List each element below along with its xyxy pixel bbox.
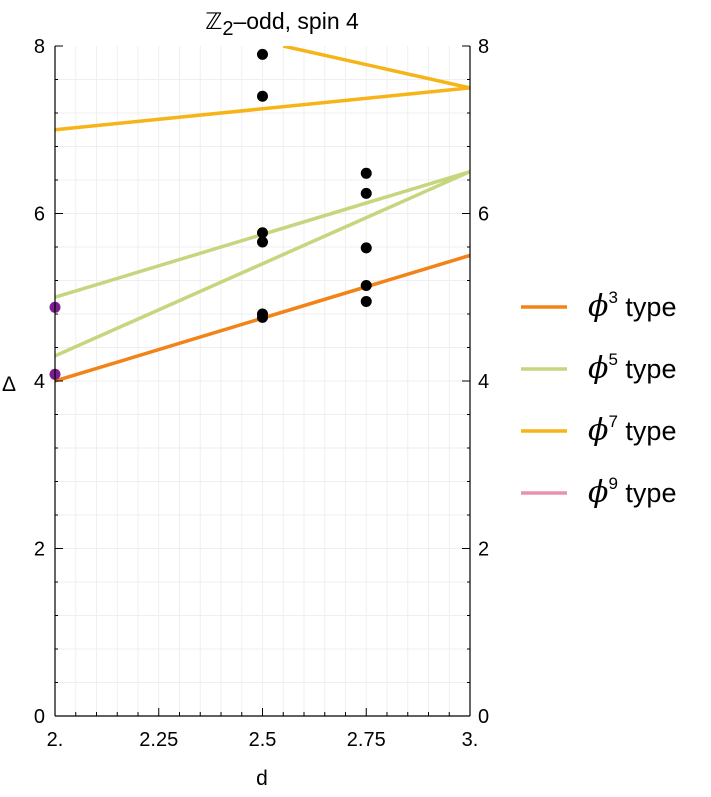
data-point	[360, 167, 372, 179]
x-tick-label: 3.	[462, 729, 479, 751]
data-point	[360, 295, 372, 307]
legend-label-2: ϕ5 type	[588, 350, 676, 386]
series-line-2	[55, 170, 470, 358]
data-points	[49, 48, 372, 380]
x-tick-label: 2.75	[347, 729, 386, 751]
x-axis-label: d	[256, 767, 268, 790]
series-line-3	[282, 46, 470, 90]
data-point	[257, 48, 268, 60]
title-subscript: 2	[222, 18, 233, 40]
series-line-3	[55, 86, 470, 132]
title-main: ℤ	[205, 8, 222, 34]
data-point	[257, 90, 268, 102]
x-tick-label: 2.25	[139, 729, 178, 751]
y-tick-label-right: 2	[478, 539, 489, 561]
data-point	[257, 311, 268, 323]
tick-marks	[54, 45, 471, 717]
legend-label-1: ϕ3 type	[588, 288, 676, 324]
y-axis-label: Δ	[2, 373, 16, 396]
y-tick-label-left: 2	[34, 539, 45, 561]
legend-label-4: ϕ9 type	[588, 474, 676, 510]
legend-label-3: ϕ7 type	[588, 412, 676, 448]
y-tick-label-left: 8	[34, 36, 45, 58]
x-tick-label: 2.	[47, 729, 64, 751]
data-point	[360, 242, 372, 254]
title-rest: –odd, spin 4	[233, 8, 359, 34]
y-tick-label-left: 4	[34, 371, 45, 393]
y-tick-label-left: 0	[34, 706, 45, 728]
y-tick-label-right: 6	[478, 204, 489, 226]
data-point	[360, 280, 372, 292]
data-point	[257, 236, 268, 248]
grid	[55, 46, 470, 716]
y-tick-label-left: 6	[34, 204, 45, 226]
chart-title: ℤ2–odd, spin 4	[205, 8, 359, 40]
y-tick-label-right: 8	[478, 36, 489, 58]
y-tick-label-right: 4	[478, 371, 489, 393]
data-point	[257, 227, 268, 239]
x-tick-label: 2.5	[249, 729, 277, 751]
data-point	[360, 187, 372, 199]
legend: ϕ3 type ϕ5 type ϕ7 type ϕ9 type	[521, 288, 676, 510]
y-tick-label-right: 0	[478, 706, 489, 728]
tick-labels: 0 0 2 2 4 4 6 6 8 8 2. 2.25 2.5 2.75 3.	[34, 36, 489, 751]
